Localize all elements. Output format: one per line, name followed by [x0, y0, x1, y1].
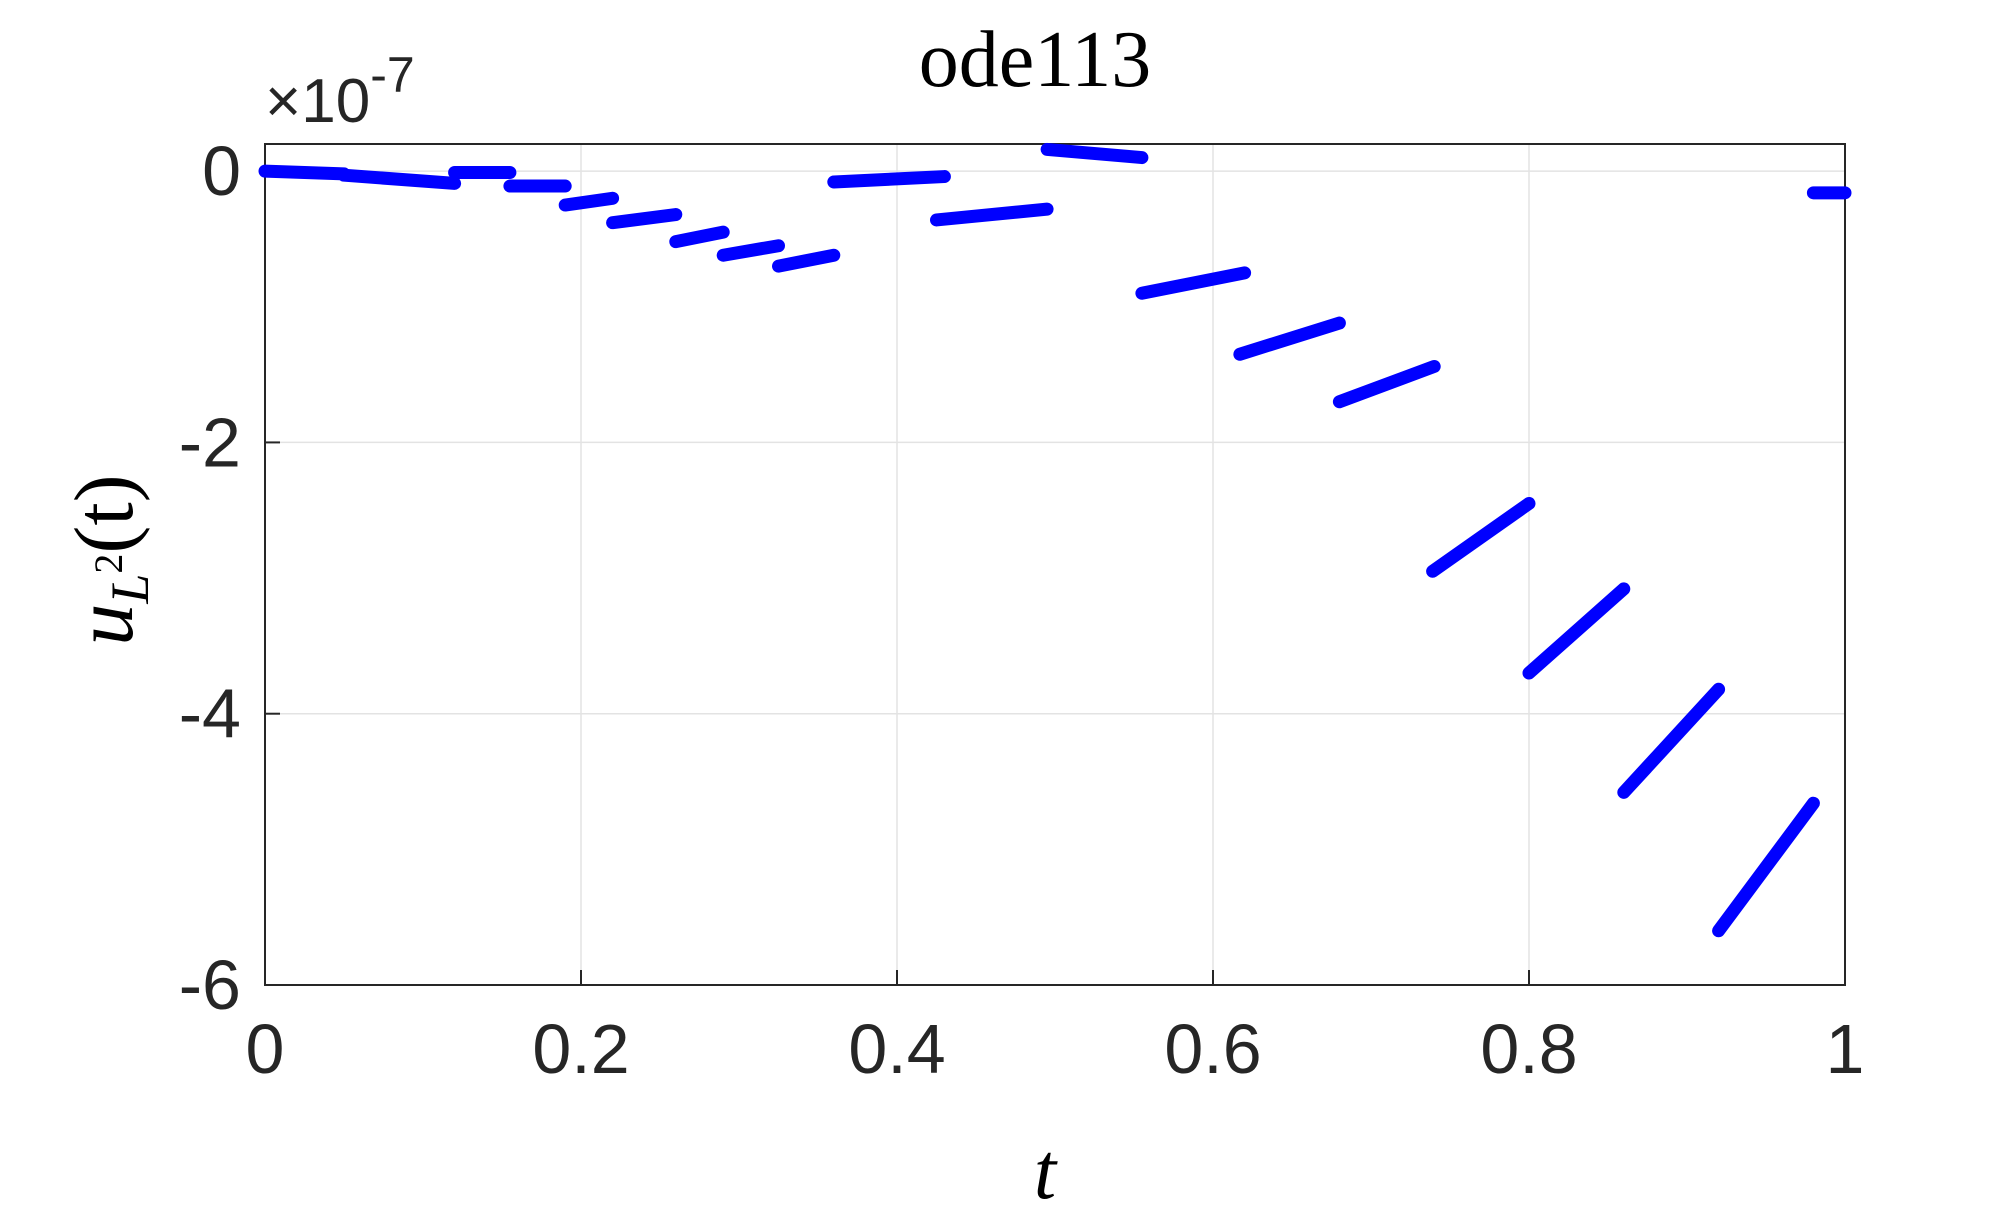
data-segment — [1040, 142, 1149, 165]
y-label-base: u — [58, 604, 151, 646]
data-segment — [1712, 796, 1820, 938]
data-segment — [1135, 266, 1252, 300]
data-segment — [930, 202, 1054, 227]
x-tick-label: 0.6 — [1164, 1010, 1261, 1088]
y-tick-label: -4 — [179, 675, 241, 753]
data-segment — [669, 225, 730, 249]
multiplier-times: × — [265, 67, 301, 136]
x-tick-label: 0 — [246, 1010, 285, 1088]
data-segment — [827, 170, 951, 189]
data-segment — [1617, 682, 1726, 799]
grid — [265, 144, 1845, 986]
data-segment — [337, 168, 462, 190]
x-axis-label: t — [1034, 1128, 1058, 1216]
x-tick-label: 0.2 — [532, 1010, 629, 1088]
chart-title: ode113 — [919, 16, 1152, 104]
y-tick-label: -6 — [179, 946, 241, 1024]
y-label-sub: L — [100, 574, 160, 605]
data-segment — [1233, 316, 1346, 361]
y-axis-ticks: 0 -2 -4 -6 — [179, 132, 280, 1024]
x-axis-ticks: 0 0.2 0.4 0.6 0.8 1 — [246, 970, 1865, 1088]
y-tick-label: 0 — [202, 132, 241, 210]
data-segment — [772, 248, 841, 273]
data-segment — [716, 239, 785, 262]
data-segment — [558, 191, 620, 212]
data-segment — [258, 164, 351, 181]
plot-area-frame — [264, 143, 1846, 986]
multiplier-base: 10 — [301, 67, 370, 136]
data-segment — [1522, 582, 1631, 680]
y-tick-label: -2 — [179, 403, 241, 481]
y-label-arg: (t) — [58, 474, 151, 553]
x-tick-label: 1 — [1826, 1010, 1865, 1088]
y-label-sup: 2 — [86, 554, 131, 574]
x-tick-label: 0.8 — [1480, 1010, 1577, 1088]
y-axis-multiplier: ×10-7 — [265, 47, 415, 136]
data-segment — [1332, 359, 1441, 409]
x-tick-label: 0.4 — [848, 1010, 945, 1088]
multiplier-exponent: -7 — [370, 47, 414, 103]
svg-text:uL2(t): uL2(t) — [58, 474, 160, 645]
y-axis-label: uL2(t) — [58, 474, 160, 645]
data-segment — [606, 208, 683, 230]
data-segment — [1426, 496, 1536, 578]
series-u-l2 — [258, 142, 1852, 938]
